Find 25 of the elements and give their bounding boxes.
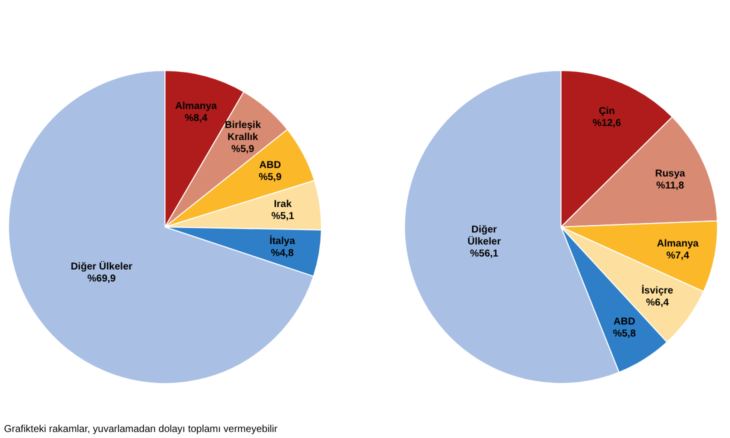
text: Grafikteki rakamlar, yuvarlamadan dolayı toplamı vermeyebilir bbox=[4, 424, 278, 435]
slice-label: Diğer Ülkeler bbox=[467, 224, 501, 248]
data-label: %5,9 bbox=[231, 144, 255, 155]
data-label: %6,4 bbox=[646, 297, 670, 308]
data-label: %56,1 bbox=[470, 248, 499, 260]
slice-label: ABD bbox=[614, 316, 636, 328]
slice-label: Almanya bbox=[175, 100, 218, 112]
slice-label: Almanya bbox=[656, 238, 700, 250]
slice-label: Irak bbox=[274, 198, 292, 210]
slice-label: Çin bbox=[598, 106, 615, 117]
slice-label: ABD bbox=[259, 160, 281, 172]
slice-label: Birleşik Krallık bbox=[224, 120, 262, 143]
data-label: %5,8 bbox=[612, 328, 636, 340]
slice-label: Rusya bbox=[655, 168, 686, 180]
data-label: %7,4 bbox=[666, 250, 690, 262]
data-label: %5,9 bbox=[258, 172, 282, 184]
slice-label: İtalya bbox=[269, 234, 296, 247]
data-label: %8,4 bbox=[184, 112, 208, 124]
data-label: %69,9 bbox=[87, 274, 116, 285]
data-label: %5,1 bbox=[271, 210, 295, 222]
data-label: %4,8 bbox=[270, 248, 294, 259]
slice-label: İsviçre bbox=[642, 284, 674, 296]
data-label: %12,6 bbox=[592, 118, 622, 129]
slice-label: Diğer Ülkeler bbox=[70, 260, 132, 273]
data-label: %11,8 bbox=[656, 180, 684, 192]
